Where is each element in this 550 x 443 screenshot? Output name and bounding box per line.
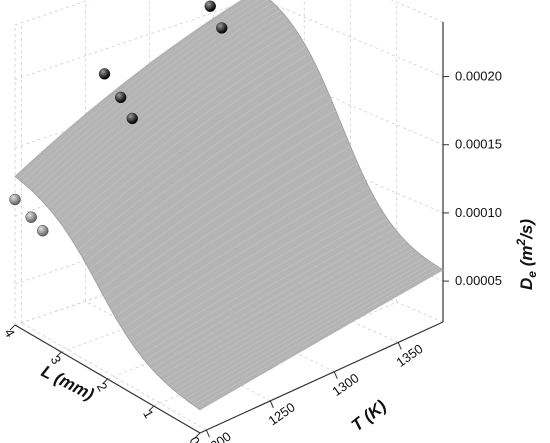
mesh-line <box>62 46 307 228</box>
t-tick-mark <box>333 371 338 379</box>
z-axis-label-main: D <box>517 278 536 290</box>
mesh-line <box>155 233 399 374</box>
l-tick-mark <box>102 378 108 385</box>
t-tick-label: 1250 <box>265 399 297 428</box>
mesh-line <box>59 39 303 222</box>
data-point <box>204 0 216 12</box>
mesh-line <box>48 23 292 209</box>
mesh-line <box>103 137 347 297</box>
mesh-line <box>144 218 388 361</box>
mesh-line <box>29 2 273 190</box>
mesh-line <box>177 254 421 394</box>
mesh-line <box>33 5 277 193</box>
surface-fill <box>14 0 444 411</box>
mesh-line <box>44 18 288 204</box>
top-back-edge <box>14 0 91 26</box>
l-tick-label: 0 <box>186 434 203 443</box>
z-axis-label-unit-close: /s) <box>517 219 536 240</box>
z-tick-label: 0.00015 <box>455 137 502 152</box>
t-axis-label: T (K) <box>348 396 390 435</box>
mesh-line <box>92 109 336 277</box>
z-gridline <box>14 0 444 80</box>
l-tick-label: 1 <box>140 407 157 421</box>
l-tick-mark <box>194 432 201 439</box>
z-tick-label: 0.00005 <box>455 273 502 288</box>
mesh-line <box>133 200 377 346</box>
mesh-line <box>192 265 436 405</box>
t-axis-line <box>199 321 444 434</box>
mesh-line <box>111 154 355 311</box>
t-tick-mark <box>397 342 402 350</box>
mesh-line <box>173 251 418 391</box>
z-axis-label: De (m2/s) <box>514 219 539 290</box>
mesh-line <box>81 83 325 257</box>
mesh-line <box>166 244 410 384</box>
mesh-line <box>170 248 414 388</box>
mesh-line <box>129 194 373 341</box>
mesh-line <box>118 171 362 323</box>
data-point <box>25 211 37 223</box>
mesh-line <box>162 241 407 381</box>
data-point <box>37 225 49 237</box>
mesh-line <box>70 60 314 239</box>
mesh-line <box>159 237 403 377</box>
data-points <box>9 0 228 237</box>
mesh-line <box>188 262 433 403</box>
mesh-line <box>22 0 260 183</box>
l-axis-label-unit: (mm) <box>47 366 97 404</box>
mesh-line <box>99 128 344 290</box>
mesh-line <box>18 0 251 180</box>
t-tick-label: 1300 <box>329 370 361 399</box>
l-tick-mark <box>148 405 155 412</box>
mesh-line <box>96 119 340 284</box>
mesh-line <box>25 0 268 186</box>
mesh-line <box>122 179 366 330</box>
mesh-line <box>181 257 425 397</box>
z-axis-label-sup: 2 <box>514 239 528 247</box>
mesh-line <box>125 186 370 335</box>
mesh-line <box>55 34 299 218</box>
mesh-line <box>148 223 392 365</box>
z-tick-label: 0.00010 <box>455 205 502 220</box>
mesh-line <box>77 75 322 251</box>
mesh-line <box>140 213 384 356</box>
mesh-line <box>66 53 310 233</box>
data-point <box>9 193 21 206</box>
surface-mesh <box>14 0 444 411</box>
l-tick-mark <box>55 351 62 358</box>
mesh-line <box>114 163 359 317</box>
mesh-line <box>40 13 285 200</box>
mesh-line <box>107 146 351 304</box>
mesh-line <box>196 267 440 408</box>
mesh-line <box>74 67 318 245</box>
mesh-line <box>85 92 329 263</box>
l-tick-label: 4 <box>1 326 18 340</box>
z-axis-label-unit-open: (m <box>517 246 536 272</box>
mesh-line <box>199 269 444 410</box>
data-point <box>216 22 228 34</box>
mesh-line <box>14 0 243 177</box>
mesh-line <box>151 228 396 370</box>
mesh-line <box>136 207 381 352</box>
floor-l-gridline <box>61 262 305 353</box>
data-point <box>115 91 127 104</box>
t-tick-mark <box>205 429 210 438</box>
t-tick-label: 1350 <box>393 341 425 370</box>
data-point <box>98 68 111 80</box>
data-point <box>126 112 138 125</box>
z-axis-label-sub: e <box>525 271 539 278</box>
mesh-line <box>88 101 333 270</box>
mesh-line <box>185 260 429 400</box>
mesh-line <box>37 9 281 197</box>
t-tick-mark <box>269 400 274 409</box>
mesh-line <box>51 28 296 213</box>
z-tick-label: 0.00020 <box>455 69 502 84</box>
l-tick-mark <box>9 324 16 331</box>
